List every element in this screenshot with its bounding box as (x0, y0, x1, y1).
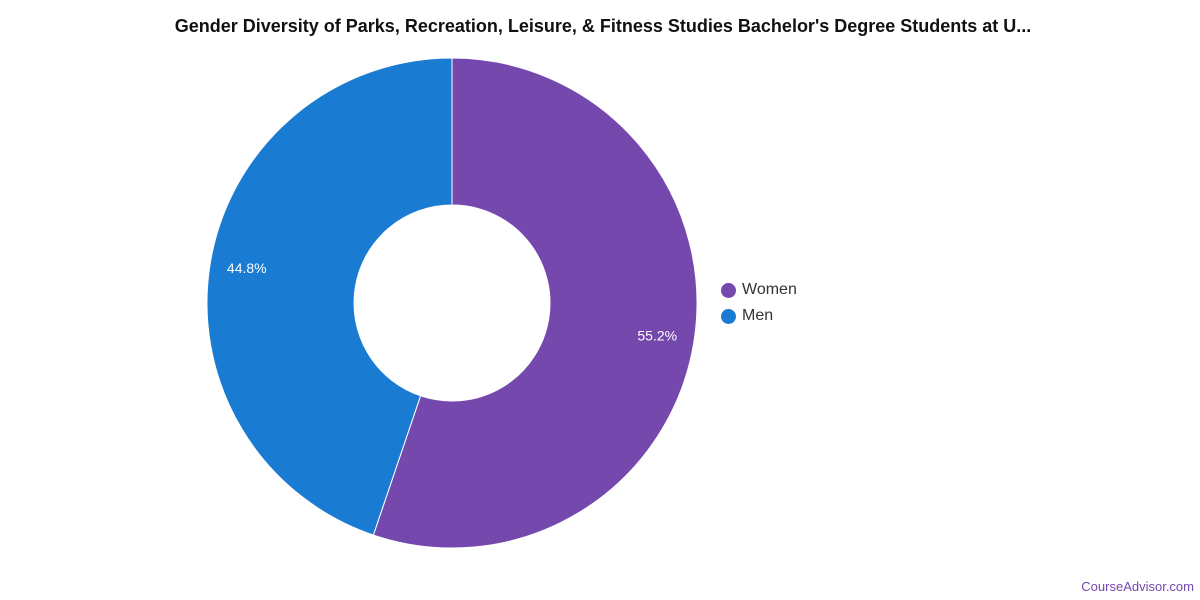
slice-label-women: 55.2% (637, 328, 677, 344)
donut-slice-men[interactable] (206, 57, 453, 536)
legend-item-men[interactable]: Men (721, 306, 797, 326)
legend-swatch-men (721, 308, 736, 324)
legend-item-women[interactable]: Women (721, 280, 797, 300)
chart-title: Gender Diversity of Parks, Recreation, L… (174, 16, 1032, 36)
legend: Women Men (721, 280, 797, 332)
legend-label-women: Women (742, 281, 797, 298)
source-credit-link[interactable]: CourseAdvisor.com (1081, 579, 1194, 594)
legend-label-men: Men (742, 307, 774, 324)
donut-slice-women[interactable] (372, 57, 698, 549)
slice-label-men: 44.8% (227, 260, 267, 276)
legend-swatch-women (721, 282, 736, 298)
